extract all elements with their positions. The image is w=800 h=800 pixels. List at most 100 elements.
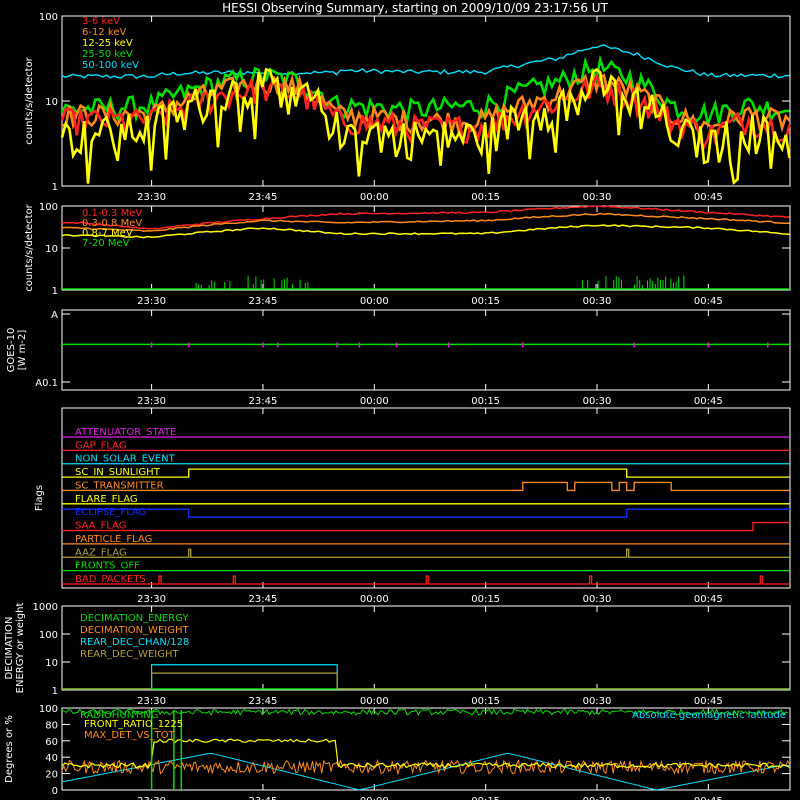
x-tick-label: 00:45: [694, 296, 723, 307]
y-tick-label: 100: [39, 704, 58, 715]
y-tick-label: 60: [45, 737, 58, 748]
series-line-FRONT_RATIO_1225: [61, 738, 790, 769]
legend-entry: DECIMATION_ENERGY: [80, 613, 189, 624]
series-line-REAR_DEC_WEIGHT: [62, 672, 790, 690]
x-tick-label: 00:00: [360, 696, 389, 707]
y-tick-label: 1: [52, 686, 58, 697]
flag-line-bad-packets: [62, 575, 790, 585]
legend-entry: 0.3-0.8 MeV: [82, 218, 142, 229]
panel-frame-4: [61, 407, 791, 589]
y-axis-label: DECIMATION: [4, 616, 15, 679]
series-line-geomagnetic-latitude: [61, 752, 790, 791]
series-line-25-50-keV: [60, 54, 790, 129]
x-tick-label: 23:30: [137, 296, 166, 307]
overlay-label: Absolute geomagnetic latitude: [632, 710, 786, 721]
overlay-label: RADIOHUNTING: [80, 710, 159, 721]
y-axis-label: GOES-10: [6, 328, 17, 373]
y-tick-label: 1000: [33, 602, 58, 613]
y-tick-label: 10: [45, 97, 58, 108]
x-tick-label: 00:15: [471, 796, 500, 800]
x-tick-label: 23:45: [249, 396, 278, 407]
legend-entry: REAR_DEC_CHAN/128: [80, 637, 189, 648]
y-tick-label: 10: [45, 658, 58, 669]
x-tick-label: 00:15: [471, 192, 500, 203]
x-tick-label: 00:45: [694, 396, 723, 407]
x-tick-label: 00:15: [471, 594, 500, 605]
flag-label: FLARE_FLAG: [75, 494, 138, 505]
panel-frame-2: [61, 205, 791, 291]
legend-entry: FRONT_RATIO_1225: [84, 719, 183, 730]
y-tick-label: 10: [45, 244, 58, 255]
x-tick-label: 23:45: [249, 796, 278, 800]
flag-label: NON_SOLAR_EVENT: [75, 454, 176, 465]
x-tick-label: 00:45: [694, 696, 723, 707]
y-tick-label: 20: [45, 770, 58, 781]
legend-entry: 25-50 keV: [82, 49, 133, 60]
x-tick-label: 00:30: [583, 696, 612, 707]
flag-line-sc-in-sunlight: [62, 468, 790, 478]
y-axis-label: [W m-2]: [17, 330, 28, 371]
x-tick-label: 23:30: [137, 594, 166, 605]
legend-entry: 7-20 MeV: [82, 238, 130, 249]
y-axis-label: counts/s/detector: [24, 56, 35, 144]
flag-line-sc-transmitter: [62, 481, 790, 492]
x-tick-label: 00:30: [583, 594, 612, 605]
legend-entry: DECIMATION_WEIGHT: [80, 625, 189, 636]
series-line-0-8-7-MeV: [61, 224, 790, 239]
flag-line-aaz-flag: [62, 548, 790, 558]
x-tick-label: 00:00: [360, 396, 389, 407]
x-tick-label: 23:45: [249, 696, 278, 707]
legend-entry: 6-12 keV: [82, 27, 126, 38]
series-line-REAR_DEC_CHAN-128: [62, 664, 790, 690]
series-line-RADIOHUNTING: [61, 708, 789, 717]
y-tick-label: 100: [39, 12, 58, 23]
x-tick-label: 23:30: [137, 696, 166, 707]
flag-label: SAA_FLAG: [75, 521, 126, 532]
panel-frame-3: [61, 309, 791, 391]
flag-label: ATTENUATOR_STATE: [75, 427, 176, 438]
flag-label: AAZ_FLAG: [75, 547, 127, 558]
y-tick-label: A: [51, 310, 58, 321]
plot-title: HESSI Observing Summary, starting on 200…: [222, 1, 608, 15]
x-tick-label: 00:30: [583, 192, 612, 203]
legend-entry: 12-25 keV: [82, 38, 133, 49]
x-tick-label: 00:00: [360, 296, 389, 307]
x-tick-label: 23:30: [137, 396, 166, 407]
x-tick-label: 00:15: [471, 296, 500, 307]
flag-line-saa-flag: [62, 521, 790, 532]
x-tick-label: 00:30: [583, 396, 612, 407]
y-tick-label: 1: [52, 286, 58, 297]
x-tick-label: 00:45: [694, 796, 723, 800]
x-tick-label: 00:30: [583, 796, 612, 800]
y-tick-label: A0.1: [35, 378, 58, 389]
y-tick-label: 1: [52, 182, 58, 193]
legend-entry: 0.8-7 MeV: [82, 228, 133, 239]
series-line-12-25-keV: [60, 67, 791, 186]
x-tick-label: 00:00: [360, 192, 389, 203]
x-tick-label: 00:15: [471, 696, 500, 707]
flag-label: ECLIPSE_FLAG: [75, 507, 146, 518]
panel-frame-5: [61, 605, 791, 691]
flag-label: SC_TRANSMITTER: [75, 480, 164, 491]
y-tick-label: 0: [52, 786, 58, 797]
series-line-MAX_DET_VS_TOT: [61, 758, 790, 776]
series-line-50-100-keV: [61, 44, 790, 79]
y-axis-label: Degrees or %: [4, 715, 15, 783]
x-tick-label: 23:45: [249, 594, 278, 605]
flag-line-eclipse-flag: [62, 508, 790, 518]
flag-label: SC_IN_SUNLIGHT: [75, 467, 161, 478]
panel-frame-6: [61, 707, 791, 791]
x-tick-label: 23:45: [249, 296, 278, 307]
y-tick-label: 100: [39, 202, 58, 213]
series-line-0-1-0-3-MeV: [61, 205, 790, 230]
x-tick-label: 00:45: [694, 192, 723, 203]
x-tick-label: 00:45: [694, 594, 723, 605]
legend-entry: MAX_DET_VS_TOT: [84, 730, 176, 741]
x-tick-label: 23:30: [137, 796, 166, 800]
y-tick-label: 40: [45, 753, 58, 764]
legend-entry: REAR_DEC_WEIGHT: [80, 649, 179, 660]
legend-entry: 0.1-0.3 MeV: [82, 208, 142, 219]
flag-label: PARTICLE_FLAG: [75, 534, 152, 545]
